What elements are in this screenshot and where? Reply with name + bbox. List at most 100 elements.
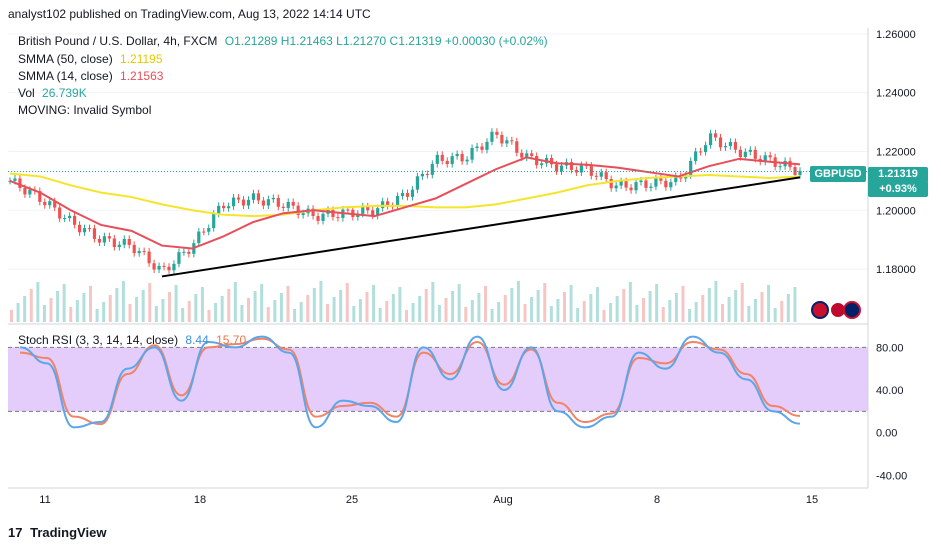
candle-body xyxy=(460,153,464,162)
candle-body xyxy=(420,173,424,177)
candle-body xyxy=(445,160,449,165)
legend-sma14-row[interactable]: SMMA (14, close) 1.21563 xyxy=(18,69,163,83)
candle-body xyxy=(699,151,703,153)
time-tick-label: 11 xyxy=(39,494,50,506)
volume-bar xyxy=(332,297,336,322)
volume-bar xyxy=(214,303,218,322)
candle-body xyxy=(763,155,767,162)
candle-body xyxy=(430,163,434,175)
candle-body xyxy=(82,228,87,233)
candle-body xyxy=(654,178,658,187)
volume-bar xyxy=(602,310,606,322)
volume-bar xyxy=(576,308,580,322)
trend-line xyxy=(161,176,801,278)
time-tick-label: Aug xyxy=(493,494,513,506)
legend-vol-row[interactable]: Vol 26.739K xyxy=(18,86,87,100)
volume-bar xyxy=(247,298,250,322)
volume-bar xyxy=(595,287,599,322)
symbol-tag: GBPUSD xyxy=(810,166,866,182)
volume-bar xyxy=(95,309,99,322)
volume-bar xyxy=(279,293,283,322)
volume-bar xyxy=(418,296,422,322)
volume-bar xyxy=(89,286,92,322)
candle-body xyxy=(609,179,613,189)
candle-body xyxy=(703,145,708,153)
volume-bar xyxy=(326,304,329,322)
candle-body xyxy=(23,188,27,195)
candle-body xyxy=(669,182,673,188)
volume-bar xyxy=(516,281,520,322)
candle-body xyxy=(162,265,166,267)
volume-bar xyxy=(451,291,455,322)
candle-body xyxy=(694,151,698,161)
candle-body xyxy=(376,208,380,216)
volume-bar xyxy=(714,281,718,322)
candle-body xyxy=(574,169,579,173)
candle-body xyxy=(331,209,335,218)
volume-bar xyxy=(378,308,382,322)
volume-bar xyxy=(128,304,132,322)
volume-bar xyxy=(457,284,461,322)
candle-body xyxy=(336,217,340,219)
volume-bar xyxy=(187,301,191,322)
candle-body xyxy=(708,133,713,146)
volume-bar xyxy=(56,291,60,322)
candle-body xyxy=(197,231,201,244)
volume-bar xyxy=(398,287,402,322)
stoch-axis: 80.00 40.00 0.00 -40.00 xyxy=(876,342,907,482)
volume-bar xyxy=(760,292,764,322)
candle-body xyxy=(549,157,554,165)
candle-body xyxy=(152,263,156,270)
price-tag: 1.21319 xyxy=(868,167,928,183)
stoch-tick-label: 80.00 xyxy=(876,342,904,354)
price-tick-label: 1.22000 xyxy=(876,146,916,158)
volume-bar xyxy=(352,306,356,322)
flag-icons xyxy=(811,301,861,319)
volume-bar xyxy=(661,307,665,322)
volume-bar xyxy=(569,285,573,322)
volume-bar xyxy=(49,298,53,322)
volume-bar xyxy=(141,290,145,322)
volume-bar xyxy=(780,301,784,322)
volume-bar xyxy=(549,306,553,322)
candle-body xyxy=(246,199,251,206)
candle-body xyxy=(415,176,420,190)
tradingview-logo-icon: 17 xyxy=(8,525,23,540)
volume-bar xyxy=(470,300,474,322)
candle-body xyxy=(604,172,608,180)
stoch-legend-row[interactable]: Stoch RSI (3, 3, 14, 14, close) 8.44 15.… xyxy=(18,333,246,347)
candle-body xyxy=(485,141,489,150)
price-tick-label: 1.26000 xyxy=(876,29,916,41)
candle-body xyxy=(296,205,300,216)
candle-body xyxy=(18,178,22,189)
legend-sma50-row[interactable]: SMMA (50, close) 1.21195 xyxy=(18,52,163,66)
tradingview-brand[interactable]: 17 TradingView xyxy=(8,525,106,540)
volume-bar xyxy=(174,285,178,322)
legend-moving-row[interactable]: MOVING: Invalid Symbol xyxy=(18,103,151,117)
candle-body xyxy=(92,228,97,239)
stoch-tick-label: -40.00 xyxy=(876,470,907,482)
ohlc-values: O1.21289 H1.21463 L1.21270 C1.21319 +0.0… xyxy=(224,34,548,48)
candle-body xyxy=(624,181,628,188)
candle-body xyxy=(674,175,678,183)
candle-body xyxy=(599,172,603,177)
volume-bar xyxy=(345,283,349,322)
symbol-title[interactable]: British Pound / U.S. Dollar, 4h, FXCM xyxy=(18,34,218,48)
sma14-value: 1.21563 xyxy=(120,69,164,83)
volume-bar xyxy=(701,295,705,322)
candle-body xyxy=(465,159,469,162)
candle-body xyxy=(505,140,509,144)
volume-bar xyxy=(503,295,507,322)
volume-bar xyxy=(767,285,771,322)
volume-bar xyxy=(148,283,152,322)
candle-body xyxy=(241,199,246,206)
candle-body xyxy=(639,180,643,183)
volume-bar xyxy=(490,309,494,322)
candle-body xyxy=(321,213,325,221)
candle-body xyxy=(450,156,454,165)
candle-body xyxy=(236,197,241,200)
volume-bar xyxy=(497,302,501,322)
volume-bar xyxy=(29,289,33,322)
candle-body xyxy=(410,189,415,197)
